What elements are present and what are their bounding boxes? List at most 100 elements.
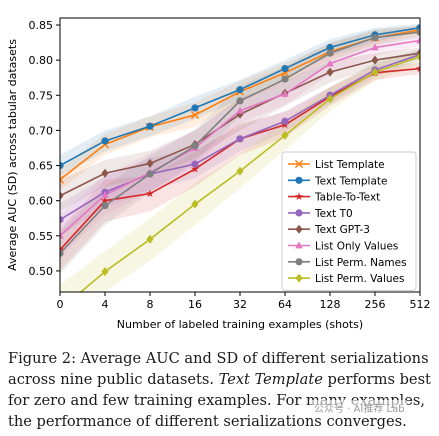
point-list-only-values	[101, 191, 109, 198]
point-list-only-values	[371, 43, 379, 51]
point-list-perm-values	[146, 234, 154, 244]
x-tick-label: 256	[365, 298, 386, 311]
point-list-perm-values	[416, 52, 420, 62]
legend: List Template Text Template Table-To-Text T…	[281, 151, 417, 291]
legend-item-list-perm-names: List Perm. Names	[288, 257, 407, 269]
point-text-gpt-3	[371, 55, 379, 65]
legend-item-list-only-values: List Only Values	[288, 241, 398, 253]
caption-line-4: the performance of different serializati…	[8, 413, 407, 430]
point-text-template	[191, 104, 199, 112]
x-tick-label: 512	[410, 298, 431, 311]
y-tick-label: 0.85	[29, 19, 54, 32]
point-text-gpt-3	[326, 67, 334, 77]
point-text-gpt-3	[101, 168, 109, 178]
x-tick-label: 0	[57, 298, 64, 311]
point-list-perm-values	[281, 130, 289, 140]
caption-line-2-end: performs best	[327, 371, 431, 388]
legend-item-list-perm-values: List Perm. Values	[288, 273, 404, 285]
legend-marker	[295, 176, 303, 184]
point-text-template	[236, 86, 244, 94]
chart: 0 4 8 16 32 64 128 256 512 0.500.550.600.650.700…	[6, 17, 431, 331]
point-list-perm-values	[236, 166, 244, 176]
point-text-template	[281, 64, 289, 73]
point-list-perm-names	[191, 142, 199, 150]
legend-item-table-to-text: Table-To-Text	[288, 192, 380, 204]
point-list-template	[60, 175, 65, 184]
y-axis-ticks: 0.50 0.55 0.60 0.65 0.70 0.75 0.80 0.85	[29, 19, 60, 278]
legend-label: Text T0	[314, 208, 353, 220]
band-list-template	[60, 25, 420, 191]
legend-label: List Template	[315, 159, 385, 171]
y-tick-label: 0.70	[29, 124, 54, 137]
x-tick-label: 16	[188, 298, 202, 311]
y-tick-label: 0.75	[29, 89, 54, 102]
caption-line-2: across nine public datasets. Text Templa…	[8, 369, 434, 390]
legend-label: Table-To-Text	[314, 192, 380, 204]
point-table-to-text	[415, 64, 420, 73]
legend-marker	[295, 258, 303, 266]
series-markers	[60, 24, 420, 277]
point-text-template	[101, 137, 109, 145]
legend-marker	[295, 241, 303, 249]
figure-caption: Figure 2: Average AUC and SD of differen…	[8, 348, 434, 432]
y-tick-label: 0.80	[29, 54, 54, 67]
legend-label: Text Template	[314, 175, 388, 187]
legend-marker	[295, 209, 303, 217]
point-list-only-values	[281, 89, 289, 97]
band-text-template	[60, 23, 420, 177]
point-list-perm-names	[146, 170, 154, 178]
point-list-perm-values	[101, 267, 109, 277]
watermark: 公众号 · AI推荐 Lab	[312, 400, 407, 415]
point-text-t0	[60, 216, 64, 224]
point-list-perm-names	[416, 28, 420, 36]
point-table-to-text	[100, 196, 110, 205]
point-text-template	[326, 43, 334, 52]
point-list-perm-values	[371, 67, 379, 77]
point-text-gpt-3	[146, 158, 154, 168]
point-list-perm-names	[101, 201, 109, 210]
x-axis-label: Number of labeled training examples (sho…	[117, 318, 363, 331]
legend-marker	[294, 192, 304, 201]
x-tick-label: 128	[320, 298, 341, 311]
legend-label: List Perm. Values	[315, 273, 404, 285]
legend-label: List Only Values	[315, 241, 398, 253]
caption-emphasis: Text Template	[218, 371, 323, 388]
x-axis-ticks: 0 4 8 16 32 64 128 256 512	[57, 292, 431, 311]
point-text-template	[60, 161, 64, 170]
point-list-perm-values	[191, 199, 199, 209]
point-text-t0	[281, 117, 289, 125]
point-list-perm-names	[236, 97, 244, 105]
point-table-to-text	[145, 189, 155, 198]
point-list-perm-names	[281, 75, 289, 83]
point-list-perm-names	[371, 34, 379, 42]
legend-marker	[295, 224, 303, 234]
point-text-gpt-3	[60, 191, 64, 201]
x-tick-label: 32	[233, 298, 247, 311]
legend-box	[281, 151, 417, 291]
legend-marker	[294, 159, 304, 169]
point-list-only-values	[416, 36, 420, 44]
legend-item-list-template: List Template	[288, 159, 385, 171]
y-tick-label: 0.65	[29, 160, 54, 173]
y-axis-label: Average AUC (SD) across tabular datasets	[6, 39, 19, 271]
legend-label: List Perm. Names	[315, 257, 407, 269]
y-tick-label: 0.60	[29, 195, 54, 208]
point-list-only-values	[326, 59, 334, 67]
point-list-only-values	[236, 106, 244, 114]
legend-label: Text GPT-3	[314, 224, 370, 236]
x-tick-label: 4	[102, 298, 109, 311]
y-tick-label: 0.55	[29, 230, 54, 243]
point-text-t0	[191, 160, 199, 168]
point-list-perm-values	[326, 94, 334, 104]
point-list-perm-names	[326, 49, 334, 57]
point-table-to-text	[190, 164, 200, 173]
point-text-t0	[236, 135, 244, 143]
point-list-perm-names	[60, 249, 64, 257]
legend-item-text-t0: Text T0	[288, 208, 353, 220]
caption-line-2-start: across nine public datasets.	[8, 371, 214, 388]
x-tick-label: 64	[278, 298, 292, 311]
caption-line-1: Figure 2: Average AUC and SD of differen…	[8, 350, 429, 367]
legend-marker	[295, 273, 303, 283]
y-tick-label: 0.50	[29, 265, 54, 278]
point-text-template	[146, 122, 154, 130]
